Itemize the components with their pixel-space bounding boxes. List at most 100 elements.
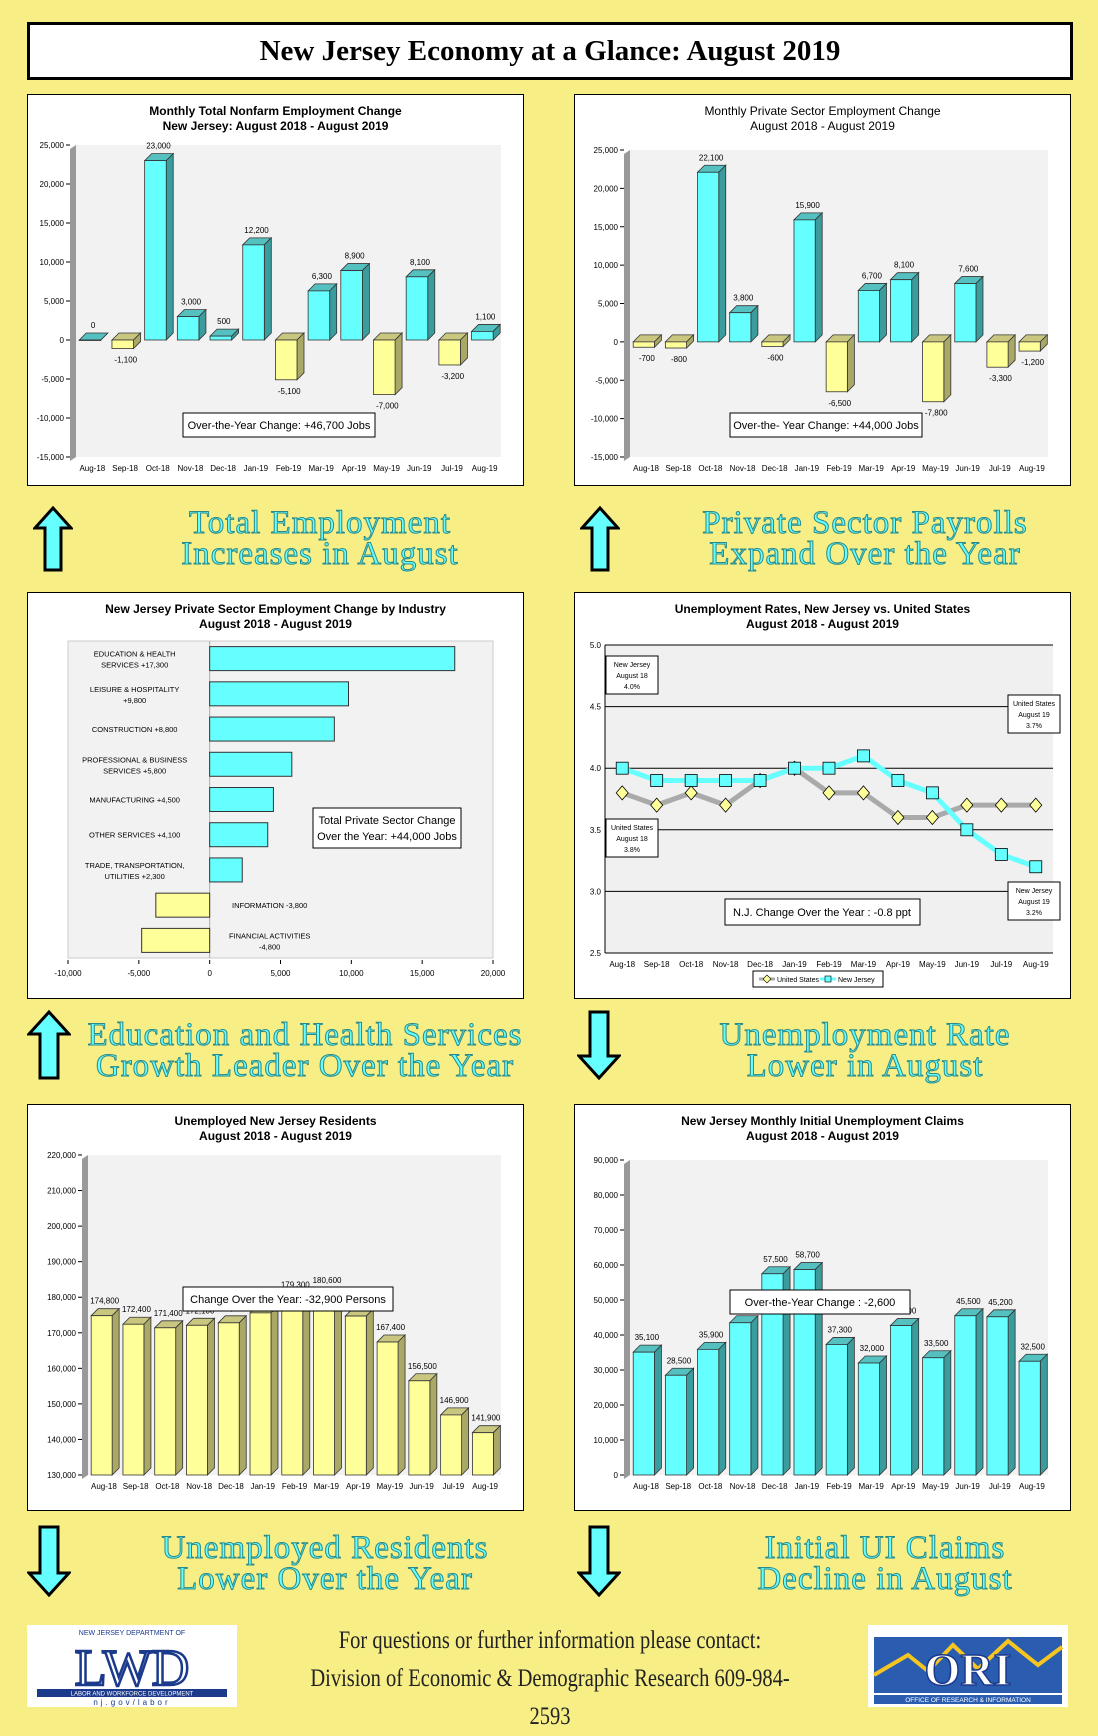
bar-side [911, 1317, 920, 1476]
legend-us-marker [762, 974, 772, 984]
x-tick-label: Dec-18 [747, 960, 773, 969]
bar-front [825, 1344, 848, 1476]
bar-front [144, 160, 167, 341]
industry-bar [209, 751, 293, 777]
industry-label: MANUFACTURING +4,500 [89, 796, 180, 805]
bar-front [664, 1374, 687, 1476]
x-tick-label: Jan-19 [795, 464, 820, 473]
bar-side [975, 1307, 984, 1476]
x-tick-label: Jul-19 [989, 464, 1011, 473]
data-label: -3,200 [441, 372, 464, 381]
bar-front [729, 1322, 752, 1476]
chart-svg: Monthly Total Nonfarm Employment ChangeN… [37, 104, 502, 473]
x-tick-label: Apr-19 [891, 1482, 916, 1491]
x-tick-label: May-19 [922, 1482, 949, 1491]
x-tick-label: Oct-18 [698, 464, 723, 473]
x-tick-label: Feb-19 [826, 464, 852, 473]
nj-marker [650, 774, 664, 787]
industry-bar [141, 927, 211, 953]
bar-front [922, 1357, 945, 1476]
bar-side [427, 268, 436, 341]
callout-text: August 18 [616, 836, 648, 843]
bar-front [472, 1432, 494, 1476]
bar [728, 1314, 759, 1476]
x-tick-label: Jan-19 [795, 1482, 820, 1491]
data-label: 22,100 [699, 153, 724, 162]
chart-unemployment-rates: Unemployment Rates, New Jersey vs. Unite… [574, 592, 1071, 999]
nj-marker [615, 761, 629, 775]
industry-label: -4,800 [259, 942, 280, 951]
bar [664, 1367, 695, 1476]
data-label: 35,900 [699, 1330, 724, 1339]
data-label: -800 [671, 355, 688, 364]
bar [376, 1334, 407, 1476]
page-title: New Jersey Economy at a Glance: August 2… [259, 34, 841, 67]
bar-front [890, 1325, 913, 1476]
data-label: 6,300 [312, 272, 333, 281]
lwd-logo-url: nj.gov/labor [93, 1698, 170, 1707]
data-label: 180,600 [313, 1276, 342, 1285]
y-tick-label: 160,000 [47, 1364, 76, 1373]
bar [217, 1314, 248, 1476]
plot-wall [624, 1160, 630, 1479]
contact-info: For questions or further information ple… [296, 1622, 804, 1736]
bar-front [275, 339, 298, 381]
bar [110, 332, 142, 350]
us-marker [650, 797, 664, 813]
x-tick-label: Apr-19 [346, 1482, 371, 1491]
bar [985, 1308, 1017, 1476]
bar-front [857, 290, 880, 343]
bar-front [761, 1273, 784, 1476]
x-tick-label: 0 [207, 969, 212, 978]
contact-line-1: For questions or further information ple… [338, 1627, 762, 1654]
bar [241, 236, 273, 341]
annotation-text: N.J. Change Over the Year : -0.8 ppt [733, 907, 911, 919]
bar [249, 1304, 279, 1476]
bar [953, 1307, 984, 1476]
headline-line: Unemployed Residents [161, 1530, 489, 1566]
annotation-box [182, 412, 376, 438]
nj-marker [925, 786, 939, 800]
page-title-box: New Jersey Economy at a Glance: August 2… [27, 22, 1073, 80]
x-tick-label: Sep-18 [665, 1482, 691, 1491]
headline-education-health: Education and Health Services Growth Lea… [70, 1018, 540, 1083]
industry-bar [209, 822, 269, 848]
bar-front [307, 290, 331, 341]
bar-front [986, 1316, 1009, 1476]
data-label: 179,300 [281, 1281, 310, 1290]
y-tick-label: 4.5 [590, 703, 602, 712]
chart-title: New Jersey Private Sector Employment Cha… [105, 602, 446, 616]
bar-side [492, 1424, 501, 1476]
callout-text: August 19 [1018, 899, 1050, 906]
data-label: 58,700 [795, 1251, 820, 1260]
x-tick-label: May-19 [919, 960, 946, 969]
bar [632, 1344, 663, 1476]
bar [372, 332, 404, 396]
bar-side [394, 332, 403, 396]
legend-nj-marker [824, 975, 832, 983]
callout-text: 4.0% [624, 684, 640, 691]
data-label: 45,200 [988, 1298, 1013, 1307]
chart-title: Monthly Private Sector Employment Change [704, 104, 940, 118]
y-tick-label: 0 [614, 338, 619, 347]
headline-line: Expand Over the Year [709, 536, 1021, 572]
bar-side [263, 236, 272, 341]
y-tick-label: 15,000 [40, 219, 65, 228]
y-tick-label: 200,000 [47, 1222, 76, 1231]
y-tick-label: 60,000 [594, 1261, 619, 1270]
bar-side [718, 1341, 727, 1476]
bar-side [329, 282, 338, 341]
bar-side [943, 333, 952, 403]
bar-front [217, 1322, 240, 1476]
headline-total-employment: Total Employment Increases in August [130, 506, 510, 571]
x-tick-label: -10,000 [54, 969, 82, 978]
annotation-text: Over the Year: +44,000 Jobs [317, 831, 457, 843]
industry-bar [209, 646, 456, 672]
chart-subtitle: August 2018 - August 2019 [746, 617, 899, 631]
bar-front [242, 244, 265, 341]
arrow-up-icon [580, 506, 620, 572]
us-marker [615, 785, 629, 801]
y-tick-label: -15,000 [591, 453, 619, 462]
industry-label: TRADE, TRANSPORTATION, [85, 861, 184, 870]
headline-unemployed-residents: Unemployed Residents Lower Over the Year [130, 1530, 520, 1596]
